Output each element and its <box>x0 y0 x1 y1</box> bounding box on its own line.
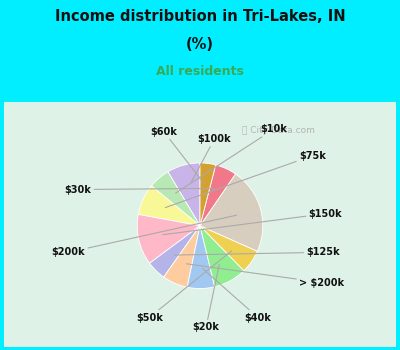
Wedge shape <box>200 226 257 271</box>
Text: $150k: $150k <box>163 209 342 235</box>
Text: $200k: $200k <box>52 215 237 257</box>
Wedge shape <box>200 174 263 251</box>
Text: $125k: $125k <box>174 247 340 257</box>
Text: $20k: $20k <box>193 264 220 332</box>
Text: $40k: $40k <box>203 269 271 322</box>
Text: ⓘ City-Data.com: ⓘ City-Data.com <box>242 126 315 135</box>
Text: $100k: $100k <box>190 134 231 184</box>
Wedge shape <box>200 226 244 287</box>
Wedge shape <box>138 186 200 226</box>
Text: Income distribution in Tri-Lakes, IN: Income distribution in Tri-Lakes, IN <box>55 9 345 24</box>
Wedge shape <box>187 226 215 288</box>
Text: $50k: $50k <box>136 251 232 322</box>
Wedge shape <box>137 215 200 263</box>
Text: $30k: $30k <box>64 184 214 195</box>
Wedge shape <box>200 163 216 226</box>
Text: $75k: $75k <box>165 151 326 208</box>
Wedge shape <box>164 226 200 287</box>
Wedge shape <box>168 163 200 226</box>
Text: $60k: $60k <box>150 127 204 183</box>
Text: All residents: All residents <box>156 65 244 78</box>
Wedge shape <box>152 172 200 226</box>
Wedge shape <box>200 165 236 226</box>
Wedge shape <box>150 226 200 277</box>
Text: (%): (%) <box>186 37 214 52</box>
Text: > $200k: > $200k <box>186 264 344 287</box>
Text: $10k: $10k <box>176 124 287 193</box>
